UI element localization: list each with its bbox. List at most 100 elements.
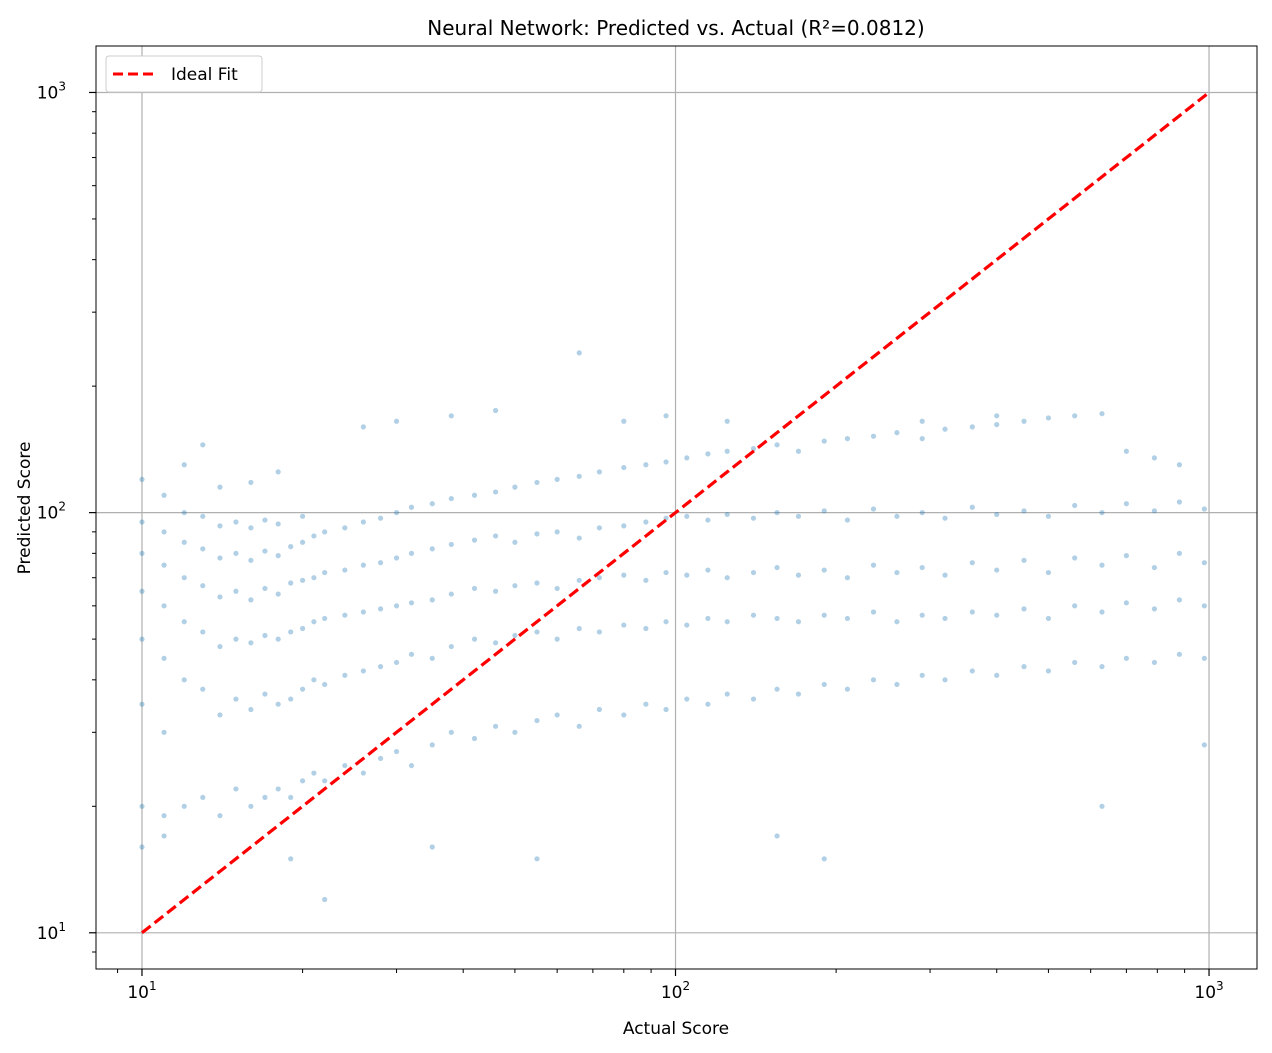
scatter-point bbox=[248, 640, 254, 646]
scatter-point bbox=[1021, 508, 1027, 514]
scatter-point bbox=[512, 484, 518, 490]
scatter-point bbox=[621, 523, 627, 529]
scatter-point bbox=[492, 407, 499, 414]
scatter-point bbox=[870, 609, 877, 615]
legend-ideal-fit-label: Ideal Fit bbox=[171, 65, 238, 85]
scatter-point bbox=[408, 550, 415, 556]
scatter-point bbox=[1123, 600, 1129, 606]
scatter-point bbox=[774, 442, 780, 448]
scatter-point bbox=[576, 577, 582, 583]
scatter-point bbox=[233, 588, 239, 594]
x-axis-ticks: 101 102 103 bbox=[117, 969, 1224, 1003]
scatter-point bbox=[342, 612, 348, 618]
scatter-point bbox=[576, 473, 582, 479]
scatter-point bbox=[275, 701, 281, 707]
scatter-point bbox=[139, 844, 145, 850]
scatter-point bbox=[181, 539, 187, 545]
scatter-point bbox=[217, 555, 223, 561]
scatter-point bbox=[471, 492, 478, 498]
scatter-point bbox=[1045, 668, 1052, 674]
scatter-point bbox=[942, 515, 948, 521]
scatter-point bbox=[217, 594, 223, 600]
scatter-point bbox=[492, 723, 499, 729]
scatter-point bbox=[139, 588, 145, 594]
scatter-point bbox=[275, 786, 281, 792]
scatter-point bbox=[795, 691, 802, 697]
scatter-point bbox=[684, 622, 690, 628]
x-tick-label: 102 bbox=[661, 979, 690, 1003]
scatter-point bbox=[139, 476, 145, 482]
scatter-point bbox=[217, 712, 223, 718]
scatter-point bbox=[663, 569, 669, 576]
scatter-point bbox=[393, 510, 400, 516]
scatter-point bbox=[663, 413, 669, 419]
scatter-point bbox=[1045, 569, 1052, 576]
scatter-point bbox=[377, 560, 384, 566]
scatter-point bbox=[554, 585, 560, 592]
scatter-point bbox=[275, 591, 281, 597]
scatter-point bbox=[554, 529, 560, 535]
scatter-point bbox=[233, 786, 239, 792]
scatter-point bbox=[795, 619, 802, 625]
scatter-point bbox=[919, 510, 925, 516]
scatter-point bbox=[161, 833, 167, 839]
scatter-point bbox=[1072, 502, 1078, 509]
scatter-point bbox=[262, 691, 268, 697]
scatter-point bbox=[705, 517, 711, 523]
scatter-point bbox=[248, 597, 254, 603]
scatter-point bbox=[942, 572, 948, 578]
scatter-point bbox=[774, 564, 780, 571]
y-tick-label: 102 bbox=[37, 500, 66, 524]
scatter-point bbox=[705, 451, 711, 457]
scatter-point bbox=[393, 555, 400, 561]
scatter-point bbox=[181, 510, 187, 516]
scatter-point bbox=[534, 717, 540, 724]
scatter-point bbox=[322, 778, 328, 784]
ideal-fit-line bbox=[140, 91, 1211, 935]
scatter-point bbox=[1045, 513, 1052, 519]
scatter-point bbox=[1176, 597, 1183, 603]
scatter-point bbox=[161, 603, 167, 609]
scatter-point bbox=[311, 575, 317, 581]
scatter-point bbox=[262, 794, 268, 801]
scatter-point bbox=[393, 748, 400, 755]
scatter-point bbox=[181, 575, 187, 581]
x-axis-label: Actual Score bbox=[623, 1019, 729, 1039]
scatter-point bbox=[471, 735, 478, 742]
scatter-point bbox=[894, 681, 900, 688]
scatter-point bbox=[596, 575, 602, 581]
scatter-point bbox=[554, 636, 560, 642]
scatter-point bbox=[1045, 615, 1052, 622]
scatter-point bbox=[621, 464, 627, 471]
scatter-point bbox=[448, 643, 454, 650]
scatter-point bbox=[471, 636, 478, 642]
scatter-point bbox=[1176, 462, 1183, 468]
scatter-point bbox=[408, 504, 415, 510]
scatter-point bbox=[705, 701, 711, 707]
scatter-point bbox=[471, 585, 478, 592]
scatter-point bbox=[448, 495, 454, 502]
scatter-point bbox=[643, 701, 649, 707]
scatter-point bbox=[322, 896, 328, 903]
scatter-point bbox=[919, 612, 925, 618]
scatter-point bbox=[492, 533, 499, 539]
scatter-point bbox=[750, 446, 757, 452]
scatter-point bbox=[200, 442, 206, 448]
scatter-point bbox=[139, 519, 145, 525]
y-tick-label: 101 bbox=[37, 920, 66, 944]
scatter-point bbox=[576, 535, 582, 541]
scatter-point bbox=[262, 548, 268, 554]
scatter-point bbox=[200, 546, 206, 552]
scatter-point bbox=[322, 681, 328, 688]
scatter-point bbox=[596, 706, 602, 713]
scatter-point bbox=[288, 856, 294, 862]
scatter-point bbox=[360, 770, 366, 776]
scatter-point bbox=[724, 619, 730, 625]
scatter-point bbox=[200, 686, 206, 692]
scatter-point bbox=[377, 515, 384, 521]
scatter-point bbox=[1099, 411, 1105, 417]
scatter-point bbox=[288, 629, 294, 635]
scatter-point bbox=[393, 603, 400, 609]
scatter-point bbox=[288, 696, 294, 702]
scatter-point bbox=[311, 533, 317, 539]
